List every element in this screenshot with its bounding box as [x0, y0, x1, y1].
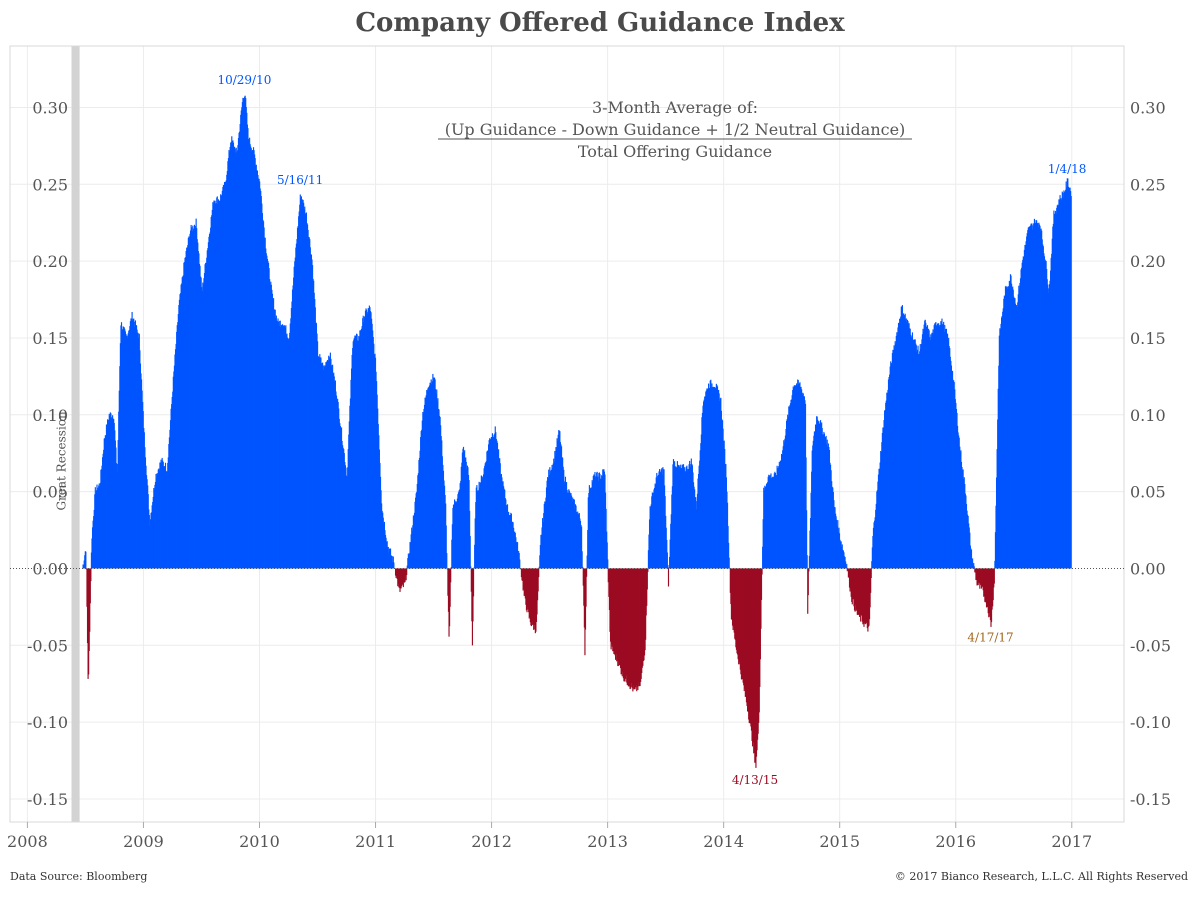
index-bar — [870, 568, 872, 593]
index-bar — [807, 568, 809, 596]
x-tick-label: 2015 — [819, 832, 860, 851]
index-bar — [760, 568, 763, 600]
index-bar — [870, 568, 872, 578]
index-bar — [1070, 195, 1072, 569]
index-bar — [472, 568, 475, 597]
copyright-note: © 2017 Bianco Research, L.L.C. All Right… — [894, 870, 1188, 883]
y-tick-label-right: -0.05 — [1130, 636, 1171, 655]
y-tick-label-right: 0.05 — [1130, 483, 1166, 502]
index-bar — [973, 566, 975, 569]
y-tick-label-right: 0.00 — [1130, 559, 1166, 578]
index-bar — [729, 567, 731, 569]
index-bar — [808, 568, 810, 572]
index-bar — [973, 563, 975, 569]
y-tick-label-left: -0.10 — [27, 713, 68, 732]
index-bar — [607, 559, 609, 569]
formula-line1: 3-Month Average of: — [592, 98, 758, 117]
y-tick-label-left: 0.30 — [32, 98, 68, 117]
index-bar — [806, 555, 808, 569]
index-bar — [90, 568, 92, 582]
index-bar — [647, 568, 649, 572]
x-tick-label: 2017 — [1051, 832, 1092, 851]
index-bar — [667, 568, 670, 587]
x-tick-label: 2012 — [471, 832, 512, 851]
y-tick-label-left: 0.05 — [32, 483, 68, 502]
y-tick-label-right: 0.20 — [1130, 252, 1166, 271]
x-tick-label: 2014 — [703, 832, 744, 851]
y-tick-label-right: -0.15 — [1130, 790, 1171, 809]
index-bar — [469, 535, 471, 569]
index-bar — [646, 568, 648, 590]
index-bar — [970, 549, 973, 569]
y-tick-label-left: 0.25 — [32, 175, 68, 194]
index-bar — [728, 557, 730, 569]
y-tick-label-right: -0.10 — [1130, 713, 1171, 732]
bars-group — [81, 95, 1072, 768]
index-bar — [519, 559, 521, 569]
index-bar — [581, 551, 583, 569]
recession-band — [71, 46, 80, 822]
plot-frame — [9, 45, 1125, 823]
index-bar — [582, 566, 584, 569]
index-bar — [449, 568, 451, 607]
index-bar — [537, 568, 539, 592]
index-bar — [606, 542, 608, 569]
x-tick-label: 2010 — [239, 832, 280, 851]
y-tick-label-left: 0.00 — [32, 559, 68, 578]
index-bar — [845, 561, 847, 569]
labels: 0.30 0.30 0.25 0.25 0.20 0.20 0.15 0.15 0.10 0.10… — [7, 73, 1171, 851]
index-bar — [846, 568, 848, 572]
index-bar — [470, 566, 472, 569]
formula-numerator: (Up Guidance - Down Guidance + 1/2 Neutr… — [445, 120, 906, 139]
annotation-label: 4/17/17 — [967, 630, 1013, 644]
recession-shading — [71, 46, 80, 822]
y-tick-label-left: 0.10 — [32, 406, 68, 425]
annotation-label: 10/29/10 — [217, 73, 271, 87]
x-tick-label: 2008 — [7, 832, 48, 851]
index-bar — [450, 568, 452, 583]
index-bar — [993, 568, 995, 584]
y-tick-label-right: 0.15 — [1130, 329, 1166, 348]
y-tick-label-left: 0.20 — [32, 252, 68, 271]
y-tick-label-left: -0.05 — [27, 636, 68, 655]
index-bar — [667, 564, 669, 569]
y-tick-label-right: 0.25 — [1130, 175, 1166, 194]
index-bar — [445, 525, 447, 569]
formula-denominator: Total Offering Guidance — [578, 142, 772, 161]
index-bar — [666, 552, 668, 569]
x-tick-label: 2013 — [587, 832, 628, 851]
index-bar — [806, 510, 808, 569]
index-bar — [406, 568, 408, 576]
y-tick-label-left: -0.15 — [27, 790, 68, 809]
index-bar — [586, 568, 588, 577]
index-bar — [89, 568, 91, 604]
x-tick-label: 2016 — [935, 832, 976, 851]
chart-title: Company Offered Guidance Index — [355, 8, 845, 38]
axes — [9, 45, 1125, 828]
annotation-label: 5/16/11 — [277, 173, 323, 187]
index-bar — [393, 562, 395, 569]
index-bar — [846, 563, 848, 569]
index-bar — [538, 568, 540, 578]
index-bar — [761, 568, 763, 575]
index-bar — [446, 553, 448, 569]
x-tick-label: 2011 — [355, 832, 396, 851]
y-tick-label-left: 0.15 — [32, 329, 68, 348]
recession-label: Great Recession — [55, 411, 69, 511]
y-tick-label-right: 0.10 — [1130, 406, 1166, 425]
index-bar — [585, 568, 587, 607]
index-bar — [728, 542, 730, 569]
data-source-note: Data Source: Bloomberg — [10, 870, 148, 883]
y-tick-label-right: 0.30 — [1130, 98, 1166, 117]
index-bar — [85, 551, 87, 569]
annotation-label: 4/13/15 — [732, 773, 778, 787]
index-bar — [581, 526, 583, 569]
index-bar — [972, 558, 974, 569]
x-tick-label: 2009 — [123, 832, 164, 851]
annotation-label: 1/4/18 — [1048, 162, 1087, 176]
